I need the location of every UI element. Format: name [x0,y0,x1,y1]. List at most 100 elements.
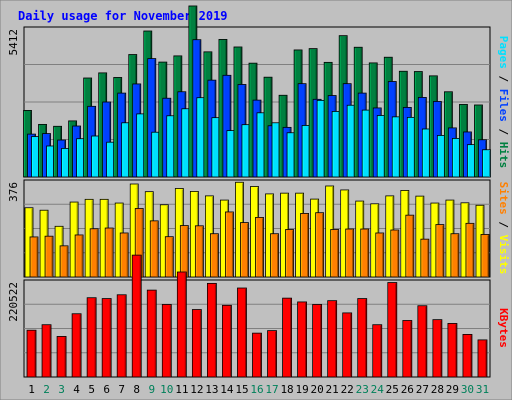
legend-item-hits: Hits [497,142,510,169]
x-tick-label: 17 [265,383,278,396]
x-tick-label: 18 [280,383,293,396]
x-tick-label: 3 [58,383,65,396]
bar-kbytes [146,289,157,378]
bar-kbytes [462,334,473,378]
bar-kbytes [116,294,127,378]
bar-sites [300,213,309,278]
bar-kbytes [432,319,443,378]
x-tick-label: 15 [235,383,248,396]
legend-item-visits: Visits [497,235,510,275]
bar-sites [89,228,99,278]
bar-kbytes [176,271,187,378]
x-tick-label: 30 [461,383,474,396]
bar-sites [194,225,204,278]
bar-sites [74,234,84,278]
x-tick-label: 12 [190,383,203,396]
bar-kbytes [327,300,338,378]
bar-pages [482,149,491,178]
x-tick-label: 13 [205,383,218,396]
legend-kbytes: KBytes [497,308,510,348]
x-tick-label: 5 [88,383,95,396]
bar-sites [149,220,159,278]
bar-sites [285,229,294,278]
bar-kbytes [357,298,368,378]
x-tick-label: 31 [476,383,489,396]
bar-sites [465,222,475,278]
legend-separator: / [497,69,510,89]
panel-kbytes: 220522 KBytes [7,254,510,378]
bar-sites [480,234,490,278]
legend-hits_files_pages: Pages / Files / Hits [497,36,510,169]
bar-sites [315,212,325,278]
x-tick-label: 26 [401,383,414,396]
panel-hits_files_pages: 5412 Pages / Files / Hits [7,5,510,178]
x-axis-labels: 1 2 3 4 5 6 7 8 9 10 11 12 13 14 15 16 17 18 19 20 21 22 23 24 2… [28,383,489,396]
bar-sites [210,233,219,278]
bar-sites [270,233,279,278]
bar-kbytes [297,301,307,378]
bar-sites [345,228,355,278]
x-tick-label: 1 [28,383,35,396]
legend-separator: / [497,122,510,142]
y-max-label: 5412 [7,29,20,56]
bar-kbytes [252,332,262,378]
bar-kbytes [191,309,202,378]
bar-sites [225,211,234,278]
bar-sites [450,233,460,278]
x-tick-label: 27 [416,383,429,396]
x-tick-label: 9 [148,383,155,396]
y-max-label: 376 [7,182,20,202]
bar-kbytes [41,324,52,378]
bar-sites [435,224,445,278]
legend-item-pages: Pages [497,36,510,69]
bar-sites [119,232,129,278]
bar-kbytes [222,304,232,378]
x-tick-label: 7 [118,383,125,396]
chart-title: Daily usage for November 2019 [18,9,228,23]
bar-sites [255,216,264,278]
bar-sites [104,227,114,278]
bar-sites [240,222,249,278]
bar-sites [330,229,340,278]
bar-kbytes [26,329,37,378]
bar-kbytes [447,323,458,378]
bar-kbytes [477,339,488,378]
x-tick-label: 20 [311,383,324,396]
bar-visits [415,195,425,278]
x-tick-label: 22 [341,383,354,396]
bar-kbytes [372,324,383,378]
bar-kbytes [71,313,82,378]
x-tick-label: 19 [295,383,308,396]
x-tick-label: 28 [431,383,444,396]
x-tick-label: 6 [103,383,110,396]
x-tick-label: 23 [356,383,369,396]
x-tick-label: 21 [326,383,339,396]
bar-sites [59,245,69,278]
bar-kbytes [101,298,112,378]
bar-kbytes [342,312,353,378]
bar-kbytes [86,297,97,378]
bar-sites [390,229,400,278]
bar-kbytes [387,282,398,378]
bar-sites [405,214,415,278]
bar-kbytes [56,336,67,378]
legend-separator: / [497,215,510,235]
bar-kbytes [417,305,428,378]
x-tick-label: 25 [386,383,399,396]
y-max-label: 220522 [7,282,20,322]
bar-sites [420,238,430,278]
bar-sites [375,232,385,278]
legend-item-files: Files [497,89,510,122]
legend-item-kbytes: KBytes [497,308,510,348]
bar-kbytes [207,282,217,378]
bar-kbytes [267,330,277,378]
x-tick-label: 24 [371,383,385,396]
legend-visits_sites: Sites / Visits [497,182,510,275]
bar-sites [164,236,174,278]
x-tick-label: 14 [220,383,234,396]
bar-kbytes [282,297,292,378]
bar-kbytes [237,287,247,378]
x-tick-label: 10 [160,383,173,396]
bar-kbytes [402,320,413,378]
